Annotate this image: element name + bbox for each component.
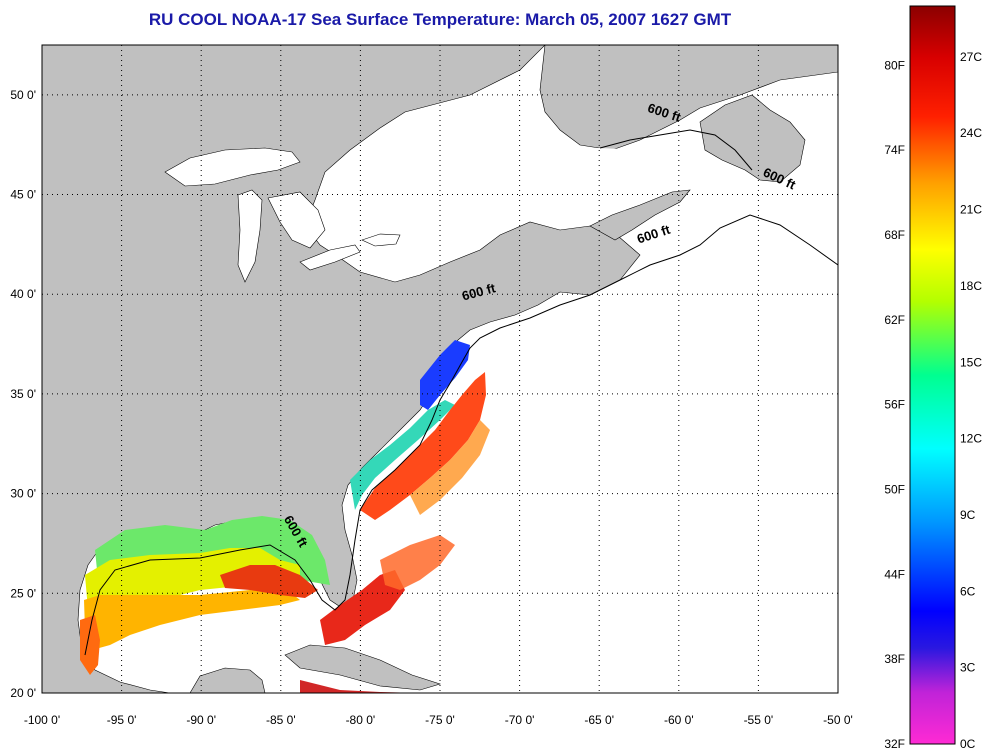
lake-michigan [237,189,263,283]
land-labrador [539,45,838,151]
colorbar-celsius-label: 15C [960,355,982,369]
lat-tick-label: 35 0' [10,387,36,401]
map-title: RU COOL NOAA-17 Sea Surface Temperature:… [148,10,732,29]
sst-florida-straits [320,570,405,645]
colorbar-celsius-label: 18C [960,279,982,293]
colorbar-celsius-label: 21C [960,203,982,217]
colorbar-fahrenheit-label: 74F [884,143,905,157]
lat-tick-label: 40 0' [10,287,36,301]
isobath-600ft-gulf-stlawrence [599,129,753,171]
lon-tick-label: -55 0' [744,713,774,727]
sst-gulfstream [360,372,486,520]
sst-caribbean-red [300,680,420,693]
colorbar-fahrenheit-label: 38F [884,652,905,666]
lat-tick-label: 30 0' [10,487,36,501]
colorbar-celsius-label: 0C [960,737,976,751]
colorbar-fahrenheit-label: 50F [884,483,905,497]
lat-tick-label: 20 0' [10,686,36,700]
lon-tick-label: -85 0' [266,713,296,727]
lon-tick-label: -75 0' [425,713,455,727]
land-yucatan [189,667,266,693]
st-lawrence-gulf [560,148,665,200]
colorbar-fahrenheit-label: 32F [884,737,905,751]
lon-tick-label: -60 0' [664,713,694,727]
sst-bahamas [380,535,455,590]
lon-tick-label: -80 0' [346,713,376,727]
lake-ontario [361,233,401,247]
colorbar-fahrenheit-label: 80F [884,58,905,72]
lon-tick-label: -90 0' [186,713,216,727]
map-border [41,44,839,694]
isobath-600ft [84,214,838,656]
colorbar [909,5,956,745]
lon-tick-label: -95 0' [107,713,137,727]
land-cuba [284,644,442,691]
lon-tick-label: -100 0' [24,713,60,727]
colorbar-fahrenheit-label: 44F [884,567,905,581]
lat-tick-label: 45 0' [10,188,36,202]
map-gridlines [42,45,838,693]
lat-tick-label: 50 0' [10,88,36,102]
colorbar-celsius-label: 3C [960,661,976,675]
lake-erie [299,244,361,271]
colorbar-celsius-label: 12C [960,432,982,446]
sst-gulf-red-loop [220,565,318,598]
lake-superior [164,147,301,187]
lat-tick-label: 25 0' [10,586,36,600]
colorbar-celsius-label: 24C [960,126,982,140]
colorbar-celsius-label: 6C [960,584,976,598]
colorbar-celsius-label: 27C [960,50,982,64]
land-nova-scotia [589,189,691,241]
sst-gulf-orange [84,590,300,650]
colorbar-fahrenheit-label: 68F [884,228,905,242]
colorbar-fahrenheit-label: 62F [884,313,905,327]
colorbar-celsius-label: 9C [960,508,976,522]
sst-mexico-coast [80,615,100,675]
lon-tick-label: -50 0' [823,713,853,727]
sst-gulfstream-orange-edge [410,420,490,515]
lon-tick-label: -70 0' [505,713,535,727]
colorbar-fahrenheit-label: 56F [884,398,905,412]
lon-tick-label: -65 0' [584,713,614,727]
sst-blue-chesapeake [420,340,470,410]
